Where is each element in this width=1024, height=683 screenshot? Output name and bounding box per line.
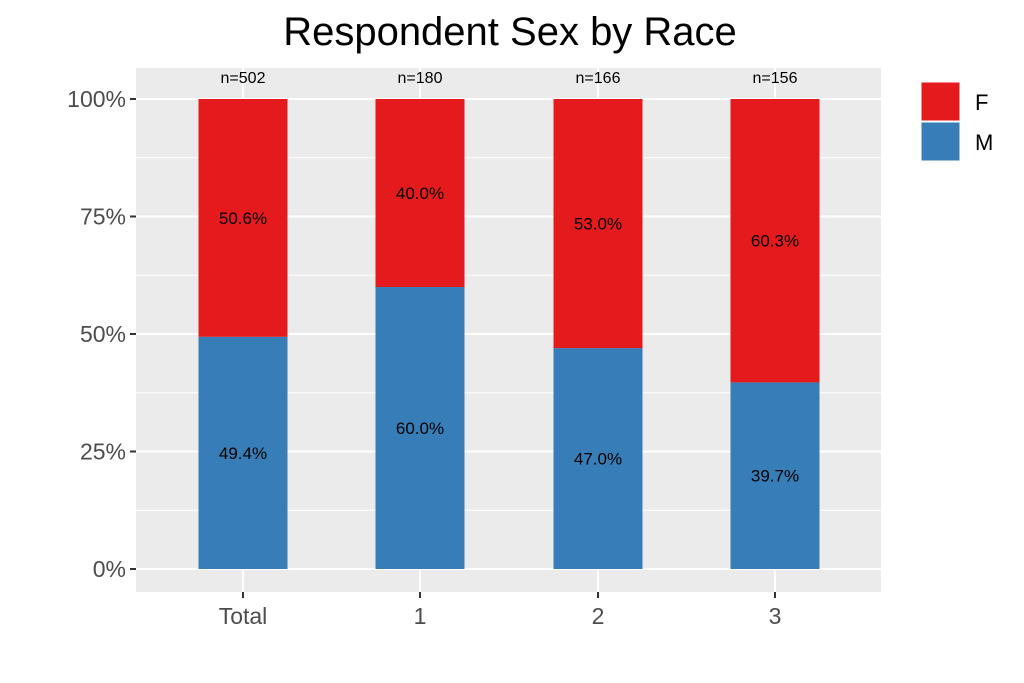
legend-key-F [920, 81, 961, 122]
legend-label-F: F [975, 90, 988, 115]
data-label-F-Total: 50.6% [219, 209, 267, 228]
data-label-M-2: 47.0% [574, 450, 622, 469]
x-tick-label: 3 [769, 603, 782, 629]
data-labels: 49.4% 50.6% 60.0% 40.0% 47.0% 53.0% 39.7% 60.3% [219, 184, 799, 486]
n-label: n=502 [221, 70, 266, 87]
legend: FM [920, 81, 993, 162]
y-tick-label: 25% [80, 439, 126, 465]
data-label-F-3: 60.3% [751, 232, 799, 251]
n-labels: n=502 n=180 n=166 n=156 [221, 70, 798, 87]
y-tick-label: 0% [93, 556, 126, 582]
bar-segment-M-Total [198, 336, 288, 569]
y-tick-label: 50% [80, 321, 126, 347]
data-label-F-1: 40.0% [396, 184, 444, 203]
y-tick-label: 100% [67, 86, 126, 112]
bar-segment-F-1 [375, 99, 465, 287]
x-tick-label: 2 [592, 603, 605, 629]
bar-segment-F-Total [198, 99, 288, 337]
data-label-F-2: 53.0% [574, 215, 622, 234]
bar-segment-M-2 [553, 348, 643, 569]
x-tick-label: 1 [414, 603, 427, 629]
bar-segment-M-1 [375, 287, 465, 569]
legend-label-M: M [975, 130, 993, 155]
bars [198, 99, 820, 569]
n-label: n=166 [576, 70, 621, 87]
bar-segment-F-2 [553, 99, 643, 349]
n-label: n=180 [398, 70, 443, 87]
bar-segment-M-3 [730, 382, 820, 569]
bar-segment-F-3 [730, 99, 820, 383]
y-tick-label: 75% [80, 204, 126, 230]
x-tick-label: Total [219, 603, 268, 629]
y-axis: 0% 25% 50% 75% 100% [67, 86, 136, 582]
n-label: n=156 [753, 70, 798, 87]
data-label-M-Total: 49.4% [219, 444, 267, 463]
x-axis: Total 1 2 3 [219, 592, 782, 629]
legend-key-M [920, 121, 961, 162]
data-label-M-3: 39.7% [751, 467, 799, 486]
chart-title: Respondent Sex by Race [283, 10, 737, 54]
data-label-M-1: 60.0% [396, 419, 444, 438]
